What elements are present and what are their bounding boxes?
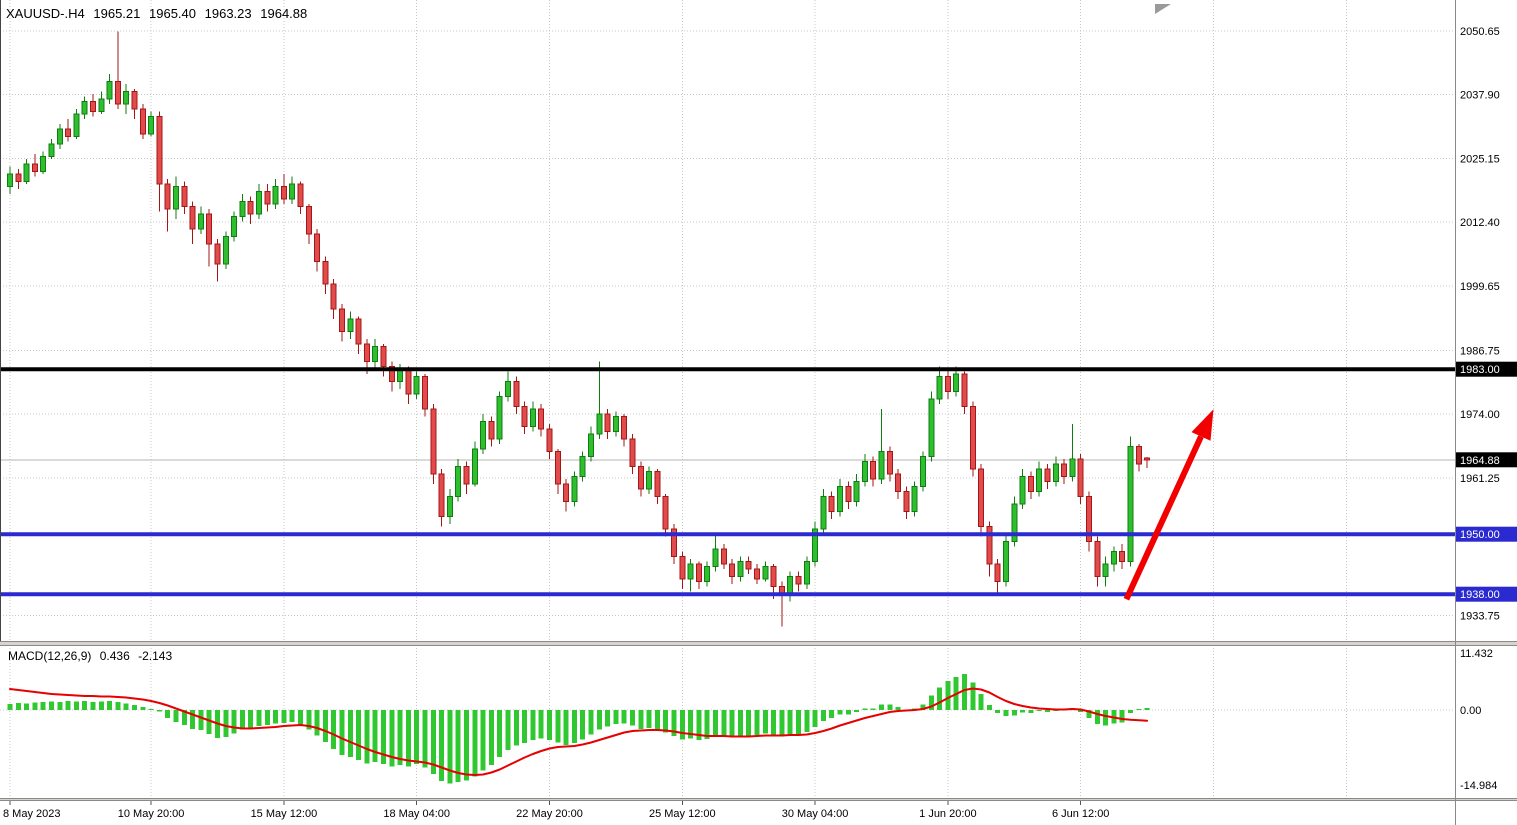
price-tag-1950.00: 1950.00	[1456, 526, 1517, 542]
open-value: 1965.21	[93, 6, 141, 21]
svg-text:1974.00: 1974.00	[1460, 409, 1500, 421]
svg-text:2037.90: 2037.90	[1460, 90, 1500, 102]
svg-text:1938.00: 1938.00	[1460, 589, 1500, 601]
price-tag-1983.00: 1983.00	[1456, 361, 1517, 377]
chart-shift-marker[interactable]	[1155, 4, 1171, 14]
svg-text:22 May 20:00: 22 May 20:00	[516, 808, 583, 820]
time-scale: 8 May 2023 10 May 20:00 15 May 12:00 18 May…	[3, 801, 1109, 820]
svg-text:15 May 12:00: 15 May 12:00	[251, 808, 318, 820]
svg-text:8 May 2023: 8 May 2023	[3, 808, 60, 820]
price-scale: 2050.65 2037.90 2025.15 2012.40 1999.65 1986.…	[1460, 26, 1500, 792]
chart-grid	[0, 0, 1455, 798]
current-price-tag: 1964.88	[1456, 452, 1517, 468]
close-value: 1964.88	[260, 6, 308, 21]
svg-text:1983.00: 1983.00	[1460, 364, 1500, 376]
macd-main-value: 0.436	[99, 649, 130, 663]
svg-text:-14.984: -14.984	[1460, 780, 1497, 792]
svg-text:1961.25: 1961.25	[1460, 473, 1500, 485]
macd-indicator-label[interactable]: MACD(12,26,9) 0.436 -2.143	[8, 649, 177, 663]
svg-text:1964.88: 1964.88	[1460, 455, 1500, 467]
high-value: 1965.40	[149, 6, 196, 21]
pane-separator	[0, 641, 1517, 801]
svg-text:2050.65: 2050.65	[1460, 26, 1500, 38]
pane-splitter[interactable]	[0, 641, 1517, 646]
trend-arrow-annotation[interactable]	[1123, 409, 1214, 601]
price-axis-scale[interactable]	[1456, 0, 1517, 800]
macd-signal-value: -2.143	[138, 649, 173, 663]
symbol-ohlc-readout: XAUUSD-.H4 1965.21 1965.40 1963.23 1964.…	[6, 6, 312, 21]
macd-histogram	[7, 674, 1150, 784]
svg-text:10 May 20:00: 10 May 20:00	[118, 808, 185, 820]
svg-text:1986.75: 1986.75	[1460, 346, 1500, 358]
price-tag-1938.00: 1938.00	[1456, 586, 1517, 602]
symbol-timeframe-label: XAUUSD-.H4	[6, 6, 85, 21]
svg-text:1 Jun 20:00: 1 Jun 20:00	[919, 808, 977, 820]
time-axis-scale[interactable]	[0, 801, 1455, 825]
svg-text:2025.15: 2025.15	[1460, 154, 1500, 166]
svg-text:18 May 04:00: 18 May 04:00	[383, 808, 450, 820]
svg-text:25 May 12:00: 25 May 12:00	[649, 808, 716, 820]
svg-text:0.00: 0.00	[1460, 705, 1481, 717]
svg-text:1999.65: 1999.65	[1460, 281, 1500, 293]
svg-text:2012.40: 2012.40	[1460, 217, 1500, 229]
candlestick-series	[7, 31, 1151, 627]
svg-text:6 Jun 12:00: 6 Jun 12:00	[1052, 808, 1110, 820]
svg-text:30 May 04:00: 30 May 04:00	[782, 808, 849, 820]
macd-name: MACD(12,26,9)	[8, 649, 92, 663]
svg-text:1950.00: 1950.00	[1460, 529, 1500, 541]
svg-text:11.432: 11.432	[1460, 648, 1493, 660]
svg-text:1933.75: 1933.75	[1460, 611, 1500, 623]
macd-signal-line	[9, 687, 1149, 776]
low-value: 1963.23	[204, 6, 252, 21]
